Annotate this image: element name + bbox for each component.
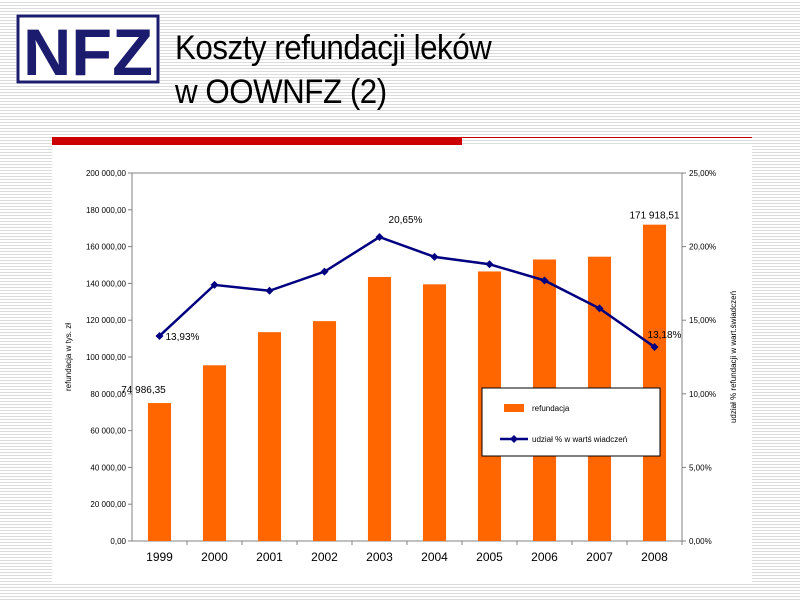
x-tick-label: 2002 bbox=[311, 550, 338, 564]
y-tick-label: 200 000,00 bbox=[86, 169, 127, 178]
y2-axis-title: udział % refundacji w wart.świadczeń bbox=[729, 291, 738, 423]
line-marker bbox=[650, 342, 659, 351]
y-tick-label: 140 000,00 bbox=[86, 279, 127, 288]
y-tick-label: 100 000,00 bbox=[86, 353, 127, 362]
y-tick-label: 180 000,00 bbox=[86, 206, 127, 215]
chart-panel: 0,00 20 000,00 40 000,00 60 000,00 80 000,00… bbox=[52, 146, 752, 584]
y-tick-label: 0,00 bbox=[110, 537, 126, 546]
bar bbox=[147, 403, 172, 541]
bar bbox=[257, 332, 282, 541]
y-tick-label: 160 000,00 bbox=[86, 243, 127, 252]
bar bbox=[642, 224, 667, 541]
y2-tick-label: 25,00% bbox=[689, 169, 716, 178]
y2-tick-label: 0,00% bbox=[689, 537, 712, 546]
x-tick-label: 2001 bbox=[256, 550, 283, 564]
title-accent-line bbox=[462, 137, 752, 138]
line-series bbox=[158, 235, 656, 349]
y2-tick-label: 15,00% bbox=[689, 316, 716, 325]
title-accent-bar bbox=[52, 137, 462, 145]
line-marker bbox=[265, 286, 274, 295]
legend-swatch-marker bbox=[510, 435, 518, 443]
x-tick-label: 2003 bbox=[366, 550, 393, 564]
x-tick-label: 2008 bbox=[641, 550, 668, 564]
x-tick-label: 2007 bbox=[586, 550, 613, 564]
y-tick-label: 60 000,00 bbox=[90, 427, 126, 436]
line-marker bbox=[485, 260, 494, 269]
slide-title-line-1: Koszty refundacji leków bbox=[175, 29, 492, 67]
y2-tick-label: 10,00% bbox=[689, 390, 716, 399]
data-label: 171 918,51 bbox=[629, 211, 679, 222]
line-marker bbox=[595, 304, 604, 313]
line-marker bbox=[375, 233, 384, 242]
y-tick-label: 80 000,00 bbox=[90, 390, 126, 399]
x-tick-label: 2005 bbox=[476, 550, 503, 564]
y-tick-label: 40 000,00 bbox=[90, 463, 126, 472]
bar bbox=[367, 276, 392, 541]
data-label: 13,93% bbox=[166, 332, 200, 343]
bar bbox=[422, 284, 447, 541]
svg-text:NFZ: NFZ bbox=[23, 15, 153, 84]
legend-swatch-bar bbox=[504, 404, 524, 412]
line-marker bbox=[540, 276, 549, 285]
line-marker bbox=[430, 252, 439, 261]
y-tick-label: 120 000,00 bbox=[86, 316, 127, 325]
slide-title: Koszty refundacji leków w OOWNFZ (2) bbox=[175, 26, 492, 114]
y-axis-title: refundacja w tys. zł bbox=[64, 323, 73, 391]
x-tick-label: 1999 bbox=[146, 550, 173, 564]
line-marker bbox=[210, 280, 219, 289]
nfz-logo: NFZ bbox=[16, 14, 160, 84]
y-tick-label: 20 000,00 bbox=[90, 500, 126, 509]
legend-box bbox=[481, 387, 661, 457]
combo-chart: 0,00 20 000,00 40 000,00 60 000,00 80 000,00… bbox=[64, 169, 738, 564]
data-label: 13,18% bbox=[648, 330, 682, 341]
line-marker bbox=[320, 267, 329, 276]
bar bbox=[202, 365, 227, 541]
data-label: 74 986,35 bbox=[121, 385, 166, 396]
y2-tick-label: 5,00% bbox=[689, 463, 712, 472]
line-marker bbox=[155, 331, 164, 340]
legend-label: refundacja bbox=[532, 404, 570, 413]
data-label: 20,65% bbox=[389, 215, 423, 226]
x-tick-label: 2006 bbox=[531, 550, 558, 564]
slide-title-line-2: w OOWNFZ (2) bbox=[175, 73, 387, 111]
y2-tick-label: 20,00% bbox=[689, 243, 716, 252]
bar bbox=[312, 321, 337, 541]
x-tick-label: 2000 bbox=[201, 550, 228, 564]
legend-label: udział % w wartś wiadczeń bbox=[532, 435, 627, 444]
x-tick-label: 2004 bbox=[421, 550, 448, 564]
